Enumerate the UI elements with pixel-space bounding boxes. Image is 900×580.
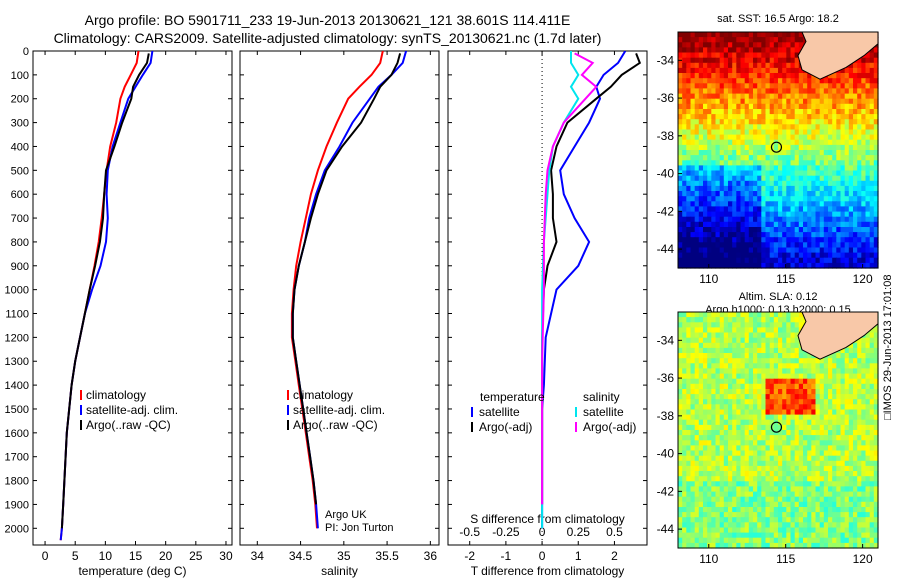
legend-label: climatology	[86, 388, 146, 402]
map-y-tick-label: -36	[657, 371, 675, 385]
map-field-4	[678, 312, 879, 549]
y-tick-label: 0	[23, 46, 29, 58]
x-tick-label: 34	[251, 549, 265, 563]
legend-header-salinity: salinity	[583, 390, 620, 404]
x-axis-label: salinity	[321, 564, 358, 578]
legend-label: Argo(..raw -QC)	[86, 418, 171, 432]
y-tick-label: 1600	[5, 428, 29, 440]
legend-label: climatology	[293, 388, 353, 402]
x-tick-label: -1	[501, 549, 512, 563]
secondary-x-axis-label: S difference from climatology	[470, 512, 625, 526]
x-tick-label: 1	[575, 549, 582, 563]
x-tick-label: 0	[539, 549, 546, 563]
y-tick-label: 100	[11, 70, 29, 82]
map-y-tick-label: -42	[657, 484, 675, 498]
x-tick-label: 0	[42, 549, 49, 563]
y-tick-label: 1300	[5, 356, 29, 368]
sst-map-title: sat. SST: 16.5 Argo: 18.2	[717, 13, 839, 25]
y-tick-label: 700	[11, 213, 29, 225]
map-x-tick-label: 115	[776, 272, 795, 286]
y-tick-label: 900	[11, 261, 29, 273]
map-y-tick-label: -40	[657, 447, 675, 461]
map-y-tick-label: -40	[657, 167, 675, 181]
x-tick-label: 5	[72, 549, 79, 563]
y-tick-label: 1200	[5, 332, 29, 344]
secondary-x-tick-label: -0.25	[492, 525, 520, 539]
x-tick-label: 20	[159, 549, 173, 563]
x-tick-label: 30	[219, 549, 233, 563]
map-x-tick-label: 110	[699, 552, 718, 566]
x-tick-label: 35.5	[375, 549, 399, 563]
legend-label: Argo(-adj)	[479, 420, 532, 434]
x-axis-label: temperature (deg C)	[78, 564, 186, 578]
secondary-x-tick-label: -0.5	[459, 525, 480, 539]
map-y-tick-label: -36	[657, 91, 675, 105]
y-tick-label: 1100	[5, 309, 29, 321]
y-tick-label: 400	[11, 141, 29, 153]
secondary-x-tick-label: 0.25	[567, 525, 591, 539]
legend-label: Argo(..raw -QC)	[293, 418, 378, 432]
y-tick-label: 600	[11, 189, 29, 201]
y-tick-label: 1900	[5, 499, 29, 511]
legend-label: satellite	[583, 405, 624, 419]
plot-frame-1	[239, 50, 440, 546]
x-tick-label: 2	[611, 549, 618, 563]
legend-label: satellite	[479, 405, 520, 419]
legend-label: satellite-adj. clim.	[293, 403, 385, 417]
x-tick-label: -2	[464, 549, 475, 563]
map-y-tick-label: -34	[657, 333, 675, 347]
x-tick-label: 34.5	[289, 549, 313, 563]
map-y-tick-label: -44	[657, 522, 675, 536]
legend-header-temperature: temperature	[480, 390, 545, 404]
map-x-tick-label: 120	[853, 552, 873, 566]
y-tick-label: 500	[11, 165, 29, 177]
annotation-pi: PI: Jon Turton	[325, 522, 393, 534]
y-tick-label: 300	[11, 118, 29, 130]
series-line-argo-adj-	[541, 52, 598, 505]
plot-frame-0	[32, 50, 233, 546]
secondary-x-tick-label: 0.5	[606, 525, 623, 539]
y-tick-label: 1500	[5, 404, 29, 416]
map-y-tick-label: -44	[657, 242, 675, 256]
figure-title-line-1: Argo profile: BO 5901711_233 19-Jun-2013…	[84, 12, 571, 28]
figure-title-line-2: Climatology: CARS2009. Satellite-adjuste…	[53, 30, 602, 46]
x-tick-label: 35	[337, 549, 351, 563]
y-tick-label: 1000	[5, 285, 29, 297]
y-tick-label: 1800	[5, 476, 29, 488]
x-axis-label: T difference from climatology	[471, 564, 625, 578]
map-y-tick-label: -42	[657, 204, 675, 218]
argo-float-marker	[770, 141, 783, 153]
map-y-tick-label: -34	[657, 53, 675, 67]
map-frame-4	[677, 311, 879, 549]
legend-label: Argo(-adj)	[583, 420, 636, 434]
series-line-argo-raw-qc-	[291, 53, 402, 505]
y-tick-label: 200	[11, 94, 29, 106]
map-field-3	[678, 32, 879, 269]
plot-frame-2	[447, 50, 648, 546]
map-x-tick-label: 120	[853, 272, 873, 286]
series-line-argo-raw-qc-	[60, 53, 150, 529]
annotation-argo-uk: Argo UK	[325, 509, 367, 521]
map-frame-3	[677, 31, 879, 269]
argo-float-marker	[770, 421, 783, 433]
y-tick-label: 800	[11, 237, 29, 249]
map-x-tick-label: 115	[776, 552, 795, 566]
map-y-tick-label: -38	[657, 409, 675, 423]
legend-label: satellite-adj. clim.	[86, 403, 178, 417]
x-tick-label: 36	[424, 549, 438, 563]
sla-map-title-line-1: Altim. SLA: 0.12	[738, 291, 818, 303]
map-y-tick-label: -38	[657, 129, 675, 143]
map-x-tick-label: 110	[699, 272, 718, 286]
x-tick-label: 15	[129, 549, 143, 563]
x-tick-label: 10	[99, 549, 113, 563]
x-tick-label: 25	[189, 549, 203, 563]
y-tick-label: 2000	[5, 523, 29, 535]
y-tick-label: 1400	[5, 380, 29, 392]
y-tick-label: 1700	[5, 452, 29, 464]
